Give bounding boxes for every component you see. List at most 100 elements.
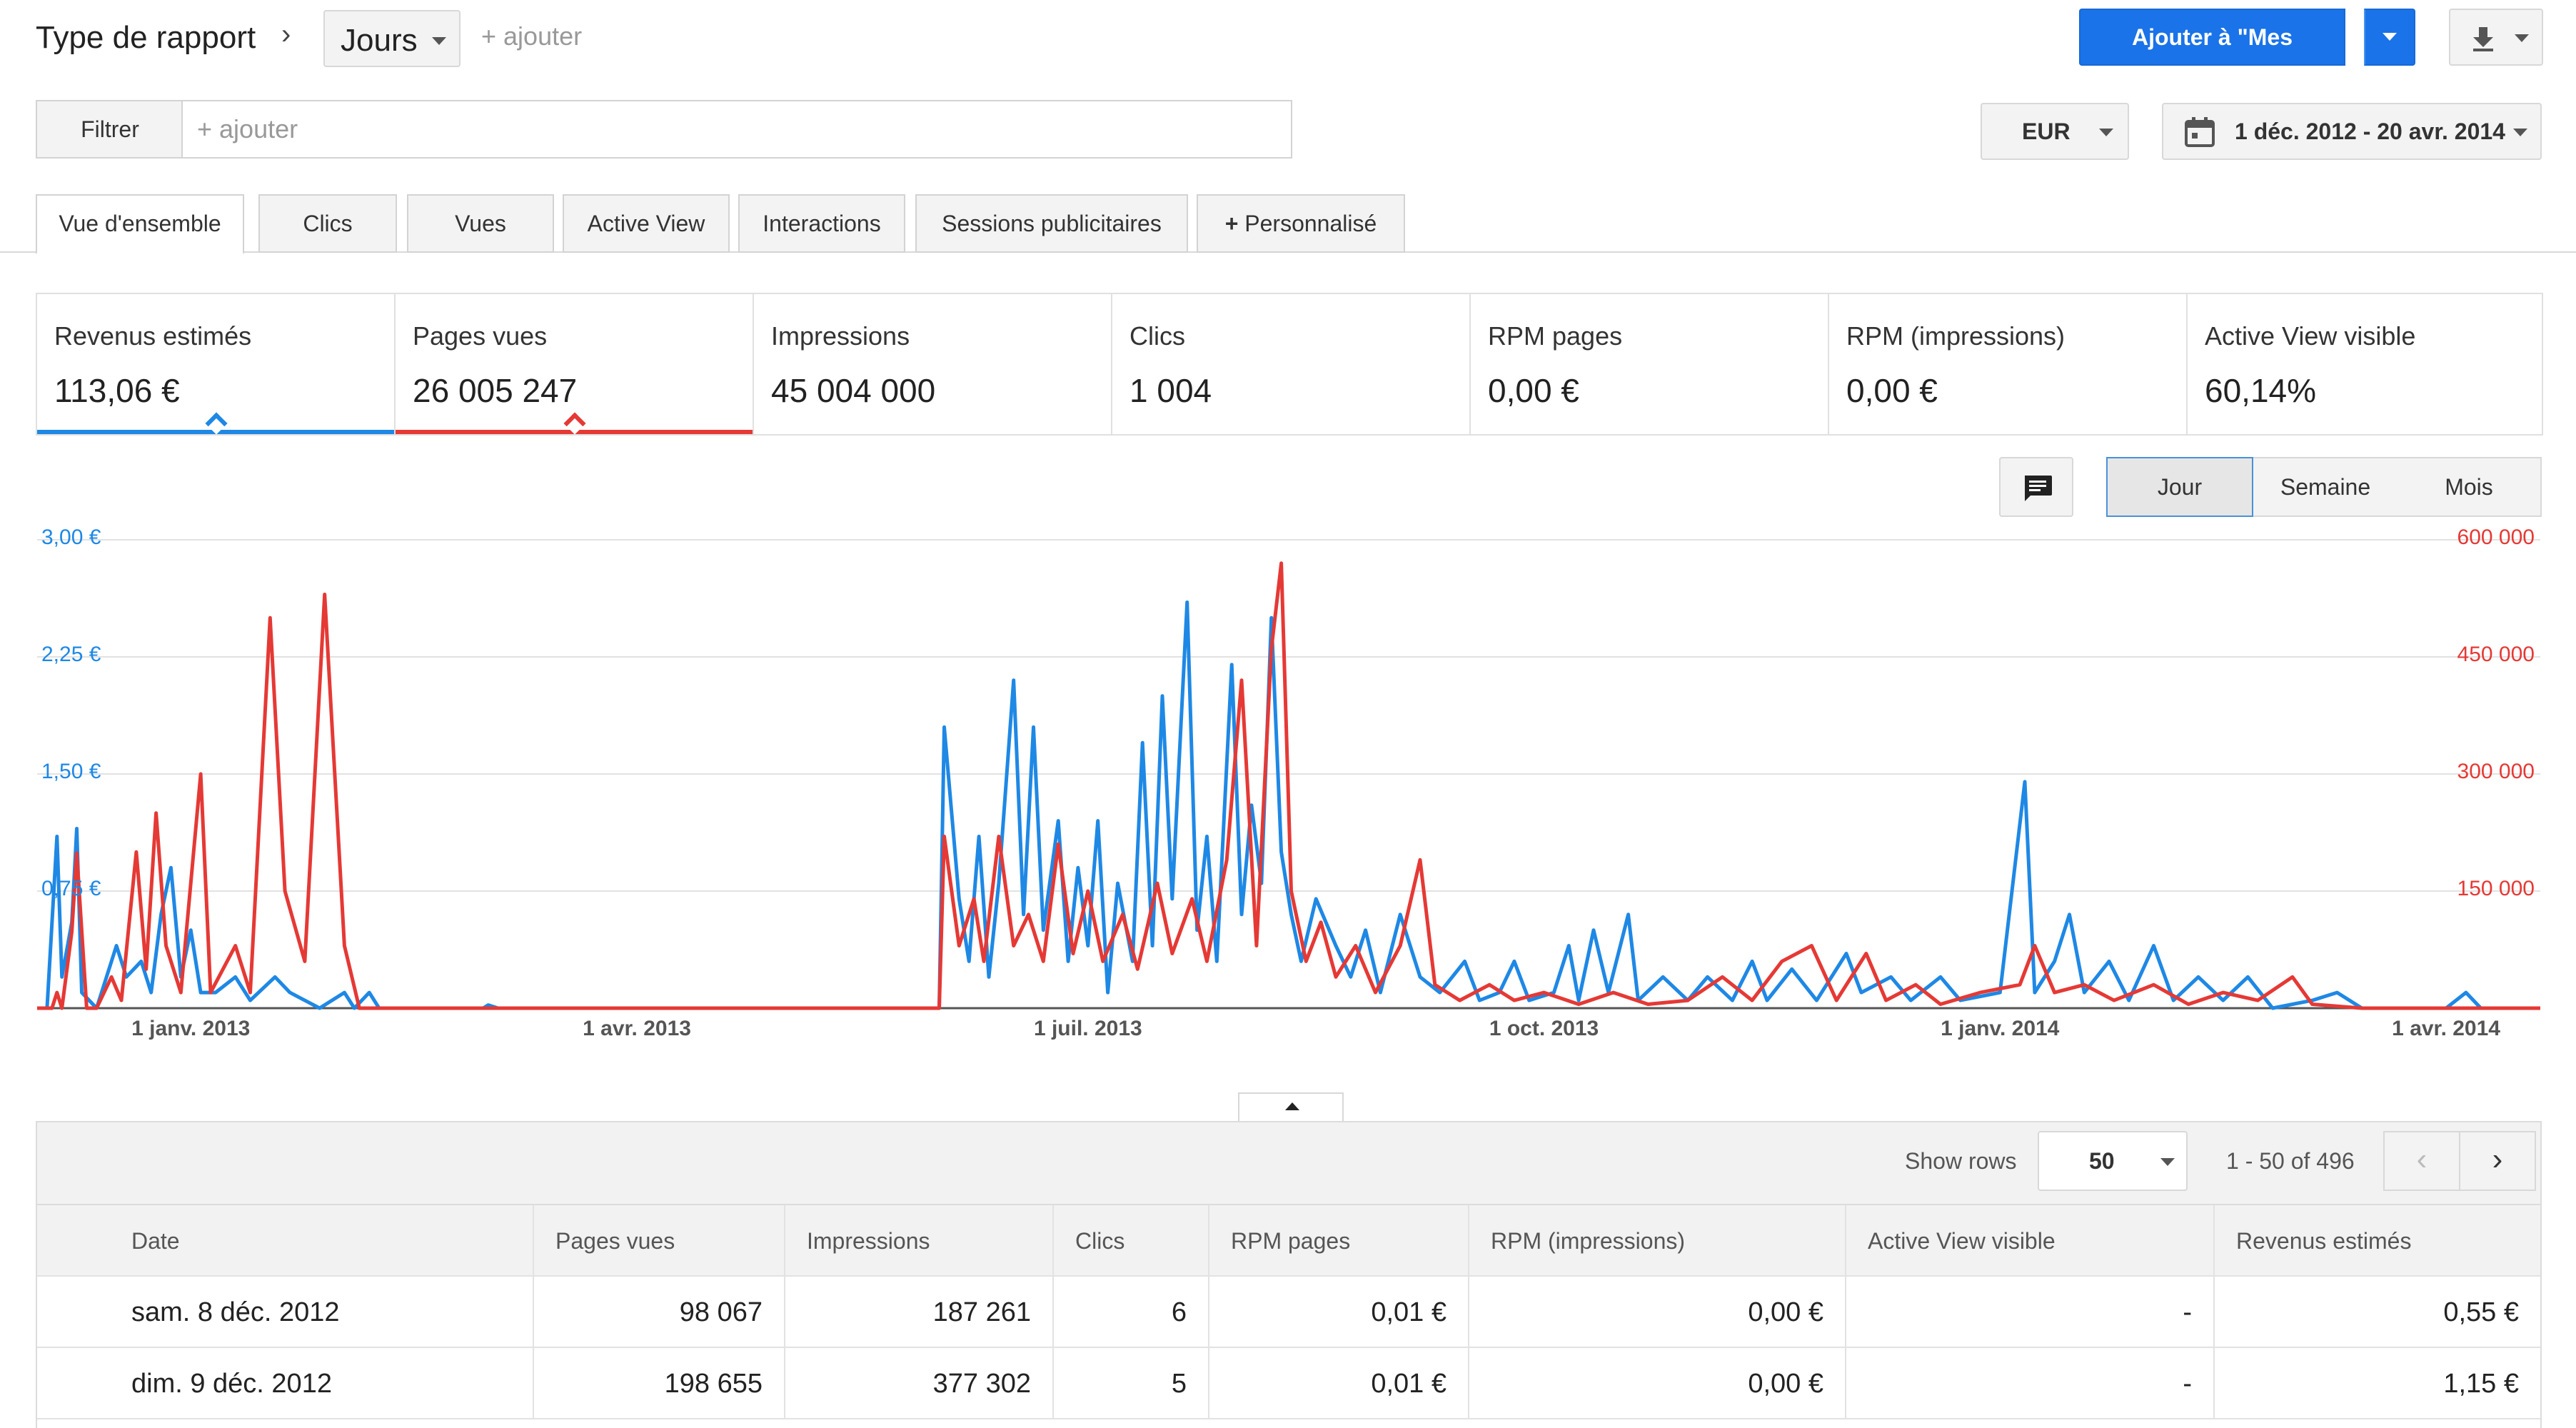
column-header-pageviews[interactable]: Pages vues [533, 1205, 784, 1277]
currency-dropdown[interactable]: EUR [1981, 103, 2129, 160]
filter-button[interactable]: Filtrer [36, 100, 183, 159]
column-header-page-rpm[interactable]: RPM pages [1208, 1205, 1468, 1277]
collapse-chart-toggle[interactable] [1238, 1092, 1344, 1122]
metric-title: RPM (impressions) [1846, 321, 2066, 351]
performance-chart[interactable]: 0,75 € 1,50 € 2,25 € 3,00 € 150 000 300 000 45… [0, 528, 2576, 1050]
add-to-my-reports-button[interactable]: Ajouter à "Mes rapports" [2079, 9, 2345, 104]
chevron-down-icon [2383, 33, 2397, 41]
cell-impression-rpm: 0,00 € [1468, 1277, 1845, 1348]
cell-page-rpm: 0,01 € [1208, 1348, 1468, 1419]
date-range-picker[interactable]: 1 déc. 2012 - 20 avr. 2014 [2162, 103, 2542, 160]
column-header-impressions[interactable]: Impressions [784, 1205, 1052, 1277]
pagination-range: 1 - 50 of 496 [2226, 1148, 2355, 1174]
chevron-down-icon [432, 37, 446, 45]
metric-card-pageviews[interactable]: Pages vues 26 005 247 [394, 293, 753, 436]
metric-title: Revenus estimés [54, 321, 252, 351]
column-header-impression-rpm[interactable]: RPM (impressions) [1468, 1205, 1845, 1277]
report-type-label: Type de rapport [36, 20, 256, 55]
cell-pageviews: 198 655 [533, 1348, 784, 1419]
metric-value: 0,00 € [1846, 372, 1938, 409]
y-right-tick-label: 450 000 [2457, 643, 2535, 666]
table-row: sam. 8 déc. 2012 98 067 187 261 6 0,01 €… [37, 1275, 2540, 1348]
table-row: dim. 9 déc. 2012 198 655 377 302 5 0,01 … [37, 1347, 2540, 1419]
series-line-pageviews [37, 561, 2540, 1010]
y-left-tick-label: 0,75 € [41, 877, 101, 900]
download-button[interactable] [2449, 9, 2543, 66]
column-header-revenue[interactable]: Revenus estimés [2213, 1205, 2540, 1277]
x-tick-label: 1 juil. 2013 [1034, 1017, 1142, 1040]
dimension-value: Jours [341, 23, 418, 58]
metric-value: 26 005 247 [413, 372, 578, 409]
chevron-up-icon [1285, 1102, 1299, 1110]
cell-impressions: 187 261 [784, 1277, 1052, 1348]
x-tick-label: 1 oct. 2013 [1489, 1017, 1599, 1040]
metric-card-clicks[interactable]: Clics 1 004 [1111, 293, 1469, 436]
chevron-right-icon: › [2492, 1142, 2503, 1177]
comment-icon [2025, 476, 2052, 501]
cell-impression-rpm: 0,00 € [1468, 1348, 1845, 1419]
metric-value: 113,06 € [54, 372, 180, 409]
y-right-tick-label: 150 000 [2457, 877, 2535, 900]
cell-clicks: 5 [1052, 1348, 1208, 1419]
chevron-down-icon [2513, 129, 2527, 136]
add-dimension-link[interactable]: + ajouter [481, 21, 583, 51]
series-line-revenue [37, 600, 2540, 1010]
dimension-dropdown[interactable]: Jours [323, 10, 461, 67]
tab-interactions[interactable]: Interactions [738, 194, 905, 253]
download-icon [2473, 27, 2493, 51]
metric-value: 1 004 [1129, 372, 1212, 409]
cell-active-view: - [1845, 1277, 2213, 1348]
metric-title: Clics [1129, 321, 1185, 351]
cell-date: dim. 9 déc. 2012 [131, 1369, 332, 1399]
granularity-day-button[interactable]: Jour [2106, 457, 2253, 517]
calendar-icon [2185, 117, 2215, 147]
metric-title: Pages vues [413, 321, 548, 351]
next-page-button[interactable]: › [2459, 1131, 2536, 1191]
metric-title: Active View visible [2205, 321, 2416, 351]
metric-title: RPM pages [1488, 321, 1623, 351]
chevron-down-icon [2515, 34, 2529, 42]
rows-per-page-value: 50 [2089, 1148, 2115, 1174]
metric-card-impressions[interactable]: Impressions 45 004 000 [753, 293, 1111, 436]
filter-input[interactable]: + ajouter [181, 100, 1292, 159]
date-range-value: 1 déc. 2012 - 20 avr. 2014 [2235, 119, 2505, 144]
tab-active-view[interactable]: Active View [563, 194, 730, 253]
prev-page-button[interactable]: ‹ [2383, 1131, 2460, 1191]
tab-custom[interactable]: + Personnalisé [1197, 194, 1405, 253]
metric-value: 60,14% [2205, 372, 2317, 409]
metric-value: 45 004 000 [771, 372, 936, 409]
metric-card-revenue[interactable]: Revenus estimés 113,06 € [36, 293, 394, 436]
cell-clicks: 6 [1052, 1277, 1208, 1348]
cell-page-rpm: 0,01 € [1208, 1277, 1468, 1348]
table-row [37, 1418, 2540, 1428]
chevron-down-icon [2099, 129, 2113, 136]
y-left-tick-label: 1,50 € [41, 760, 101, 783]
column-header-date[interactable]: Date [131, 1228, 180, 1254]
cell-pageviews: 98 067 [533, 1277, 784, 1348]
x-tick-label: 1 avr. 2013 [583, 1017, 691, 1040]
annotations-button[interactable] [1999, 457, 2073, 517]
y-right-tick-label: 600 000 [2457, 528, 2535, 549]
add-to-reports-dropdown[interactable] [2364, 9, 2415, 66]
cell-active-view: - [1845, 1348, 2213, 1419]
metric-card-page-rpm[interactable]: RPM pages 0,00 € [1469, 293, 1828, 436]
column-header-active-view[interactable]: Active View visible [1845, 1205, 2213, 1277]
column-header-clicks[interactable]: Clics [1052, 1205, 1208, 1277]
tab-custom-label: Personnalisé [1244, 211, 1377, 236]
chevron-right-icon: › [281, 19, 291, 50]
tab-clicks[interactable]: Clics [258, 194, 397, 253]
metric-card-impression-rpm[interactable]: RPM (impressions) 0,00 € [1828, 293, 2186, 436]
y-left-tick-label: 3,00 € [41, 528, 101, 549]
tab-views[interactable]: Vues [407, 194, 554, 253]
x-tick-label: 1 avr. 2014 [2392, 1017, 2500, 1040]
granularity-week-button[interactable]: Semaine [2253, 457, 2399, 517]
metric-card-active-view[interactable]: Active View visible 60,14% [2186, 293, 2543, 436]
tab-overview[interactable]: Vue d'ensemble [36, 194, 244, 254]
table-header: Date Pages vues Impressions Clics RPM pa… [37, 1204, 2540, 1277]
rows-per-page-select[interactable]: 50 [2038, 1131, 2188, 1191]
granularity-month-button[interactable]: Mois [2398, 457, 2542, 517]
chevron-down-icon [2160, 1158, 2175, 1166]
tab-ad-sessions[interactable]: Sessions publicitaires [915, 194, 1188, 253]
chevron-left-icon: ‹ [2416, 1142, 2427, 1177]
currency-value: EUR [2022, 119, 2071, 144]
